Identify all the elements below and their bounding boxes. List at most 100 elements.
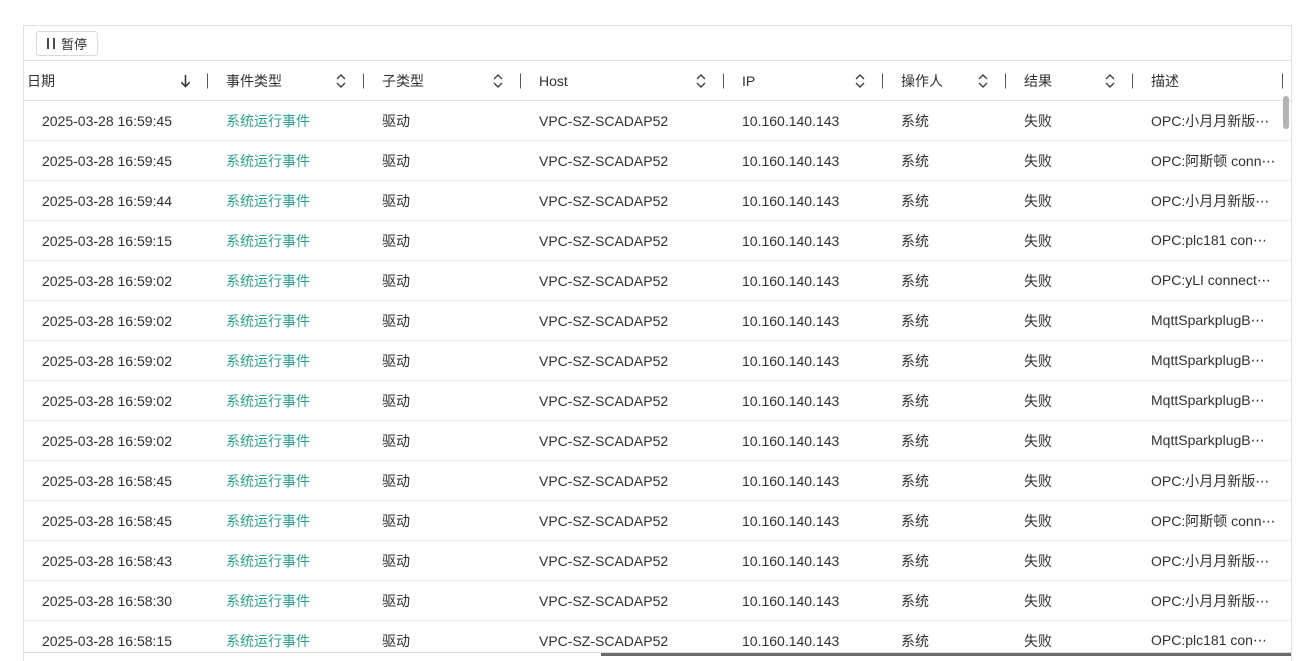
table-row[interactable]: 2025-03-28 16:59:45 系统运行事件 驱动 VPC-SZ-SCADAP…	[24, 141, 1291, 181]
table-row[interactable]: 2025-03-28 16:59:02 系统运行事件 驱动 VPC-SZ-SCADAP…	[24, 421, 1291, 461]
sort-descending-arrow-icon	[179, 74, 192, 88]
table-cell-event_type: 系统运行事件	[226, 632, 310, 649]
table-cell-host: VPC-SZ-SCADAP52	[539, 152, 669, 169]
table-cell-result: 失败	[1024, 352, 1052, 369]
table-cell-date: 2025-03-28 16:59:44	[42, 192, 172, 209]
table-row[interactable]: 2025-03-28 16:58:45 系统运行事件 驱动 VPC-SZ-SCADAP…	[24, 501, 1291, 541]
table-cell-host: VPC-SZ-SCADAP52	[539, 232, 669, 249]
column-resize-handle[interactable]	[1132, 73, 1133, 88]
vertical-scrollbar-thumb[interactable]	[1283, 96, 1289, 129]
column-resize-handle[interactable]	[1005, 73, 1006, 88]
table-row[interactable]: 2025-03-28 16:58:15 系统运行事件 驱动 VPC-SZ-SCADAP…	[24, 621, 1291, 652]
table-cell-host: VPC-SZ-SCADAP52	[539, 552, 669, 569]
column-resize-handle[interactable]	[363, 73, 364, 88]
table-cell-operator: 系统	[901, 312, 929, 329]
pause-button[interactable]: 暂停	[36, 30, 99, 56]
table-cell-ip: 10.160.140.143	[742, 432, 840, 449]
table-cell-event_type: 系统运行事件	[226, 392, 310, 409]
table-cell-sub_type: 驱动	[382, 512, 410, 529]
column-header-description[interactable]: 描述	[1133, 61, 1283, 100]
column-header-date[interactable]: 日期	[24, 61, 208, 100]
table-cell-sub_type: 驱动	[382, 432, 410, 449]
table-cell-sub_type: 驱动	[382, 272, 410, 289]
event-log-panel: 暂停 日期 事件类型 子类型	[23, 25, 1292, 661]
table-cell-description: MqttSparkplugB⋯	[1151, 392, 1265, 408]
table-cell-result: 失败	[1024, 592, 1052, 609]
table-cell-result: 失败	[1024, 232, 1052, 249]
table-cell-operator: 系统	[901, 552, 929, 569]
table-cell-operator: 系统	[901, 592, 929, 609]
table-row[interactable]: 2025-03-28 16:58:43 系统运行事件 驱动 VPC-SZ-SCADAP…	[24, 541, 1291, 581]
table-cell-result: 失败	[1024, 192, 1052, 209]
table-cell-operator: 系统	[901, 232, 929, 249]
table-cell-host: VPC-SZ-SCADAP52	[539, 592, 669, 609]
table-cell-operator: 系统	[901, 392, 929, 409]
table-row[interactable]: 2025-03-28 16:59:02 系统运行事件 驱动 VPC-SZ-SCADAP…	[24, 301, 1291, 341]
table-cell-host: VPC-SZ-SCADAP52	[539, 192, 669, 209]
column-resize-handle[interactable]	[882, 73, 883, 88]
column-resize-handle[interactable]	[1282, 73, 1283, 88]
table-cell-result: 失败	[1024, 432, 1052, 449]
table-cell-description: OPC:plc181 con⋯	[1151, 232, 1267, 248]
column-header-result[interactable]: 结果	[1006, 61, 1133, 100]
table-row[interactable]: 2025-03-28 16:59:02 系统运行事件 驱动 VPC-SZ-SCADAP…	[24, 381, 1291, 421]
table-cell-result: 失败	[1024, 632, 1052, 649]
table-row[interactable]: 2025-03-28 16:59:02 系统运行事件 驱动 VPC-SZ-SCADAP…	[24, 341, 1291, 381]
column-header-event_type[interactable]: 事件类型	[208, 61, 364, 100]
table-cell-host: VPC-SZ-SCADAP52	[539, 472, 669, 489]
table-cell-sub_type: 驱动	[382, 192, 410, 209]
table-cell-ip: 10.160.140.143	[742, 512, 840, 529]
table-cell-host: VPC-SZ-SCADAP52	[539, 312, 669, 329]
table-cell-event_type: 系统运行事件	[226, 472, 310, 489]
table-cell-host: VPC-SZ-SCADAP52	[539, 432, 669, 449]
table-cell-operator: 系统	[901, 432, 929, 449]
table-row[interactable]: 2025-03-28 16:59:02 系统运行事件 驱动 VPC-SZ-SCADAP…	[24, 261, 1291, 301]
table-cell-host: VPC-SZ-SCADAP52	[539, 112, 669, 129]
sort-toggle-icon	[696, 73, 706, 88]
table-cell-result: 失败	[1024, 392, 1052, 409]
table-cell-sub_type: 驱动	[382, 232, 410, 249]
table-cell-sub_type: 驱动	[382, 632, 410, 649]
table-row[interactable]: 2025-03-28 16:59:44 系统运行事件 驱动 VPC-SZ-SCADAP…	[24, 181, 1291, 221]
table-cell-sub_type: 驱动	[382, 552, 410, 569]
table-cell-operator: 系统	[901, 152, 929, 169]
column-header-label: 日期	[27, 72, 55, 89]
table-row[interactable]: 2025-03-28 16:58:45 系统运行事件 驱动 VPC-SZ-SCADAP…	[24, 461, 1291, 501]
table-cell-operator: 系统	[901, 632, 929, 649]
table-cell-event_type: 系统运行事件	[226, 432, 310, 449]
sort-toggle-icon	[493, 73, 503, 88]
table-cell-date: 2025-03-28 16:58:45	[42, 512, 172, 529]
column-resize-handle[interactable]	[520, 73, 521, 88]
table-cell-description: OPC:阿斯顿 conn⋯	[1151, 512, 1276, 529]
column-header-label: 子类型	[382, 72, 424, 89]
table-cell-sub_type: 驱动	[382, 392, 410, 409]
table-cell-description: OPC:小月月新版⋯	[1151, 592, 1270, 609]
table-cell-description: OPC:plc181 con⋯	[1151, 632, 1267, 648]
table-cell-ip: 10.160.140.143	[742, 112, 840, 129]
column-resize-handle[interactable]	[207, 73, 208, 88]
table-row[interactable]: 2025-03-28 16:58:30 系统运行事件 驱动 VPC-SZ-SCADAP…	[24, 581, 1291, 621]
column-resize-handle[interactable]	[723, 73, 724, 88]
table-cell-ip: 10.160.140.143	[742, 592, 840, 609]
table-cell-operator: 系统	[901, 112, 929, 129]
table-cell-date: 2025-03-28 16:59:02	[42, 312, 172, 329]
column-header-operator[interactable]: 操作人	[883, 61, 1006, 100]
table-cell-ip: 10.160.140.143	[742, 552, 840, 569]
column-header-host[interactable]: Host	[521, 61, 724, 100]
column-header-ip[interactable]: IP	[724, 61, 883, 100]
table-cell-result: 失败	[1024, 512, 1052, 529]
column-header-label: Host	[539, 72, 568, 89]
horizontal-scrollbar-thumb[interactable]	[601, 653, 1291, 656]
table-cell-description: OPC:小月月新版⋯	[1151, 472, 1270, 489]
table-cell-date: 2025-03-28 16:58:45	[42, 472, 172, 489]
table-cell-operator: 系统	[901, 272, 929, 289]
table-cell-description: OPC:yLI connect⋯	[1151, 272, 1271, 288]
table-cell-sub_type: 驱动	[382, 152, 410, 169]
table-row[interactable]: 2025-03-28 16:59:45 系统运行事件 驱动 VPC-SZ-SCADAP…	[24, 101, 1291, 141]
table-row[interactable]: 2025-03-28 16:59:15 系统运行事件 驱动 VPC-SZ-SCADAP…	[24, 221, 1291, 261]
column-header-sub_type[interactable]: 子类型	[364, 61, 521, 100]
table-cell-event_type: 系统运行事件	[226, 352, 310, 369]
table-cell-result: 失败	[1024, 112, 1052, 129]
table-cell-operator: 系统	[901, 352, 929, 369]
column-header-label: IP	[742, 72, 756, 89]
